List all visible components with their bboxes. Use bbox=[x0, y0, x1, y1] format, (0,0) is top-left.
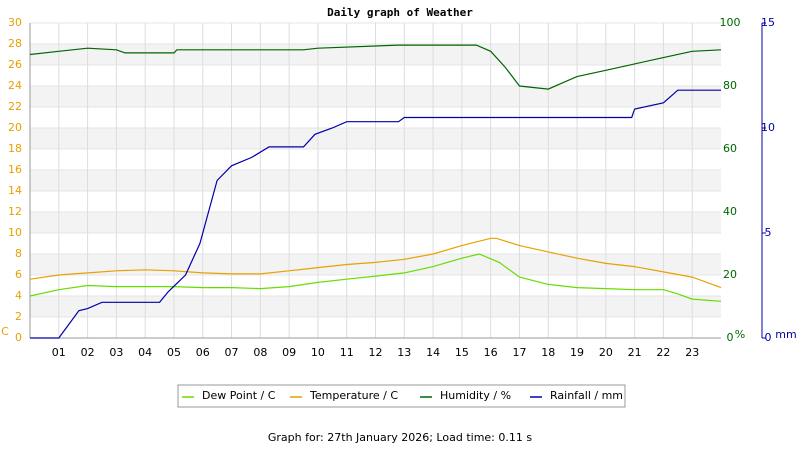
x-tick-label: 11 bbox=[340, 346, 354, 359]
series-line bbox=[29, 44, 722, 90]
series-line bbox=[30, 89, 721, 339]
x-tick-label: 19 bbox=[570, 346, 584, 359]
y2-tick-label: 40 bbox=[723, 205, 737, 218]
y-tick-label: 22 bbox=[8, 100, 22, 113]
y2-axis-label: % bbox=[735, 328, 745, 341]
y-tick-label: 20 bbox=[8, 121, 22, 134]
x-tick-label: 23 bbox=[685, 346, 699, 359]
y-tick-label: 6 bbox=[15, 268, 22, 281]
y-tick-label: 16 bbox=[8, 163, 22, 176]
x-tick-label: 10 bbox=[311, 346, 325, 359]
y-tick-label: 2 bbox=[15, 310, 22, 323]
x-tick-label: 07 bbox=[225, 346, 239, 359]
x-tick-label: 03 bbox=[109, 346, 123, 359]
y3-tick-label: 10 bbox=[761, 121, 775, 134]
x-tick-label: 15 bbox=[455, 346, 469, 359]
x-tick-label: 01 bbox=[52, 346, 66, 359]
series-line bbox=[29, 237, 722, 289]
legend-label: Dew Point / C bbox=[202, 389, 276, 402]
y2-tick-label: 80 bbox=[723, 79, 737, 92]
x-tick-label: 04 bbox=[138, 346, 152, 359]
y3-axis-label: mm bbox=[775, 328, 796, 341]
x-tick-label: 13 bbox=[397, 346, 411, 359]
chart-title: Daily graph of Weather bbox=[327, 6, 473, 19]
x-tick-label: 22 bbox=[656, 346, 670, 359]
y-axis-label: C bbox=[1, 325, 9, 338]
y3-tick-label: 5 bbox=[765, 226, 772, 239]
y3-tick-label: 15 bbox=[761, 16, 775, 29]
y2-tick-label: 100 bbox=[720, 16, 741, 29]
legend-label: Rainfall / mm bbox=[550, 389, 623, 402]
y-tick-label: 4 bbox=[15, 289, 22, 302]
y-tick-label: 8 bbox=[15, 247, 22, 260]
footer: Graph for: 27th January 2026; Load time:… bbox=[268, 431, 532, 444]
x-tick-label: 20 bbox=[599, 346, 613, 359]
x-tick-label: 02 bbox=[81, 346, 95, 359]
x-tick-label: 12 bbox=[369, 346, 383, 359]
y2-tick-label: 0 bbox=[727, 331, 734, 344]
y-tick-label: 24 bbox=[8, 79, 22, 92]
x-tick-label: 08 bbox=[253, 346, 267, 359]
y3-tick-label: 0 bbox=[765, 331, 772, 344]
y2-tick-label: 60 bbox=[723, 142, 737, 155]
x-tick-label: 06 bbox=[196, 346, 210, 359]
y-tick-label: 28 bbox=[8, 37, 22, 50]
y-tick-label: 12 bbox=[8, 205, 22, 218]
x-tick-label: 21 bbox=[628, 346, 642, 359]
y2-tick-label: 20 bbox=[723, 268, 737, 281]
x-tick-label: 17 bbox=[512, 346, 526, 359]
y-tick-label: 18 bbox=[8, 142, 22, 155]
x-tick-label: 16 bbox=[484, 346, 498, 359]
y-tick-label: 30 bbox=[8, 16, 22, 29]
x-tick-label: 09 bbox=[282, 346, 296, 359]
y-tick-label: 14 bbox=[8, 184, 22, 197]
y-tick-label: 10 bbox=[8, 226, 22, 239]
series-line bbox=[29, 253, 722, 302]
x-tick-label: 14 bbox=[426, 346, 440, 359]
legend bbox=[177, 384, 626, 408]
y-tick-label: 26 bbox=[8, 58, 22, 71]
y-tick-label: 0 bbox=[15, 331, 22, 344]
x-tick-label: 05 bbox=[167, 346, 181, 359]
x-tick-label: 18 bbox=[541, 346, 555, 359]
legend-label: Temperature / C bbox=[309, 389, 398, 402]
legend-label: Humidity / % bbox=[440, 389, 511, 402]
